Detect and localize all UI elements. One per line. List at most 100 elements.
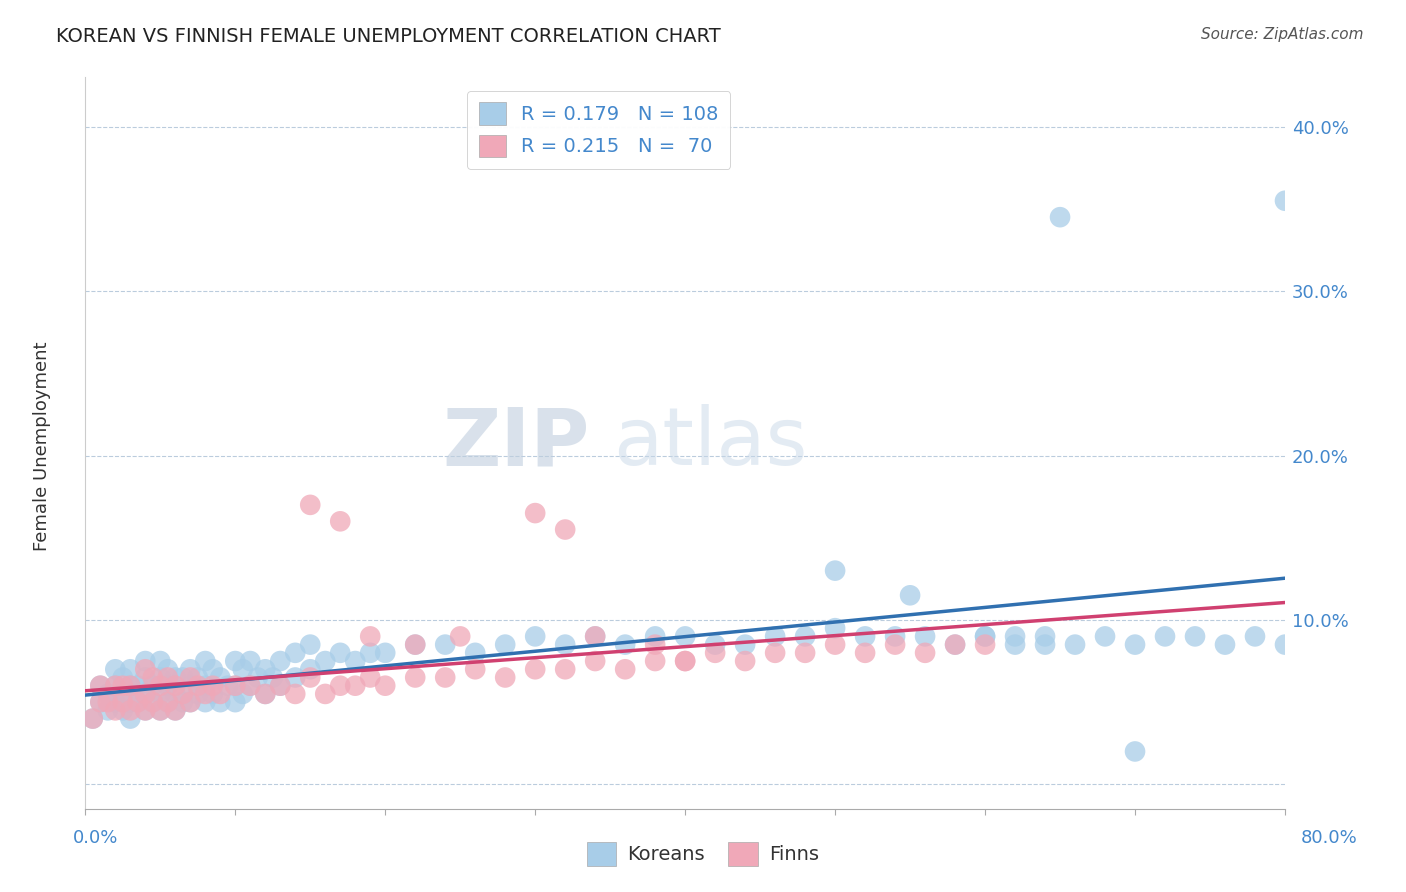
Point (149, 703, 172, 717)
Point (824, 564, 846, 578)
Point (201, 662, 224, 676)
Point (1274, 194, 1296, 208)
Point (156, 671, 179, 685)
Point (239, 654, 262, 668)
Point (134, 703, 156, 717)
Point (974, 629, 997, 643)
Point (673, 629, 696, 643)
Point (554, 638, 576, 652)
Point (224, 679, 246, 693)
Point (156, 695, 179, 709)
Point (239, 679, 262, 693)
Point (1123, 638, 1146, 652)
Point (142, 695, 165, 709)
Point (120, 679, 142, 693)
Point (134, 687, 156, 701)
Point (524, 506, 547, 520)
Point (583, 629, 606, 643)
Point (494, 638, 516, 652)
Point (156, 679, 179, 693)
Point (149, 703, 172, 717)
Point (404, 638, 426, 652)
Text: atlas: atlas (613, 404, 807, 483)
Point (262, 671, 284, 685)
Point (97, 695, 120, 709)
Point (179, 695, 201, 709)
Point (172, 671, 194, 685)
Point (217, 679, 239, 693)
Point (524, 629, 547, 643)
Point (673, 654, 696, 668)
Point (82, 712, 104, 726)
Point (120, 695, 142, 709)
Point (187, 687, 209, 701)
Point (404, 671, 426, 685)
Point (149, 671, 172, 685)
Point (111, 679, 134, 693)
Point (344, 679, 367, 693)
Point (404, 638, 426, 652)
Point (127, 695, 149, 709)
Point (314, 654, 336, 668)
Point (172, 695, 194, 709)
Point (134, 654, 156, 668)
Point (97, 687, 120, 701)
Point (1033, 638, 1056, 652)
Point (794, 646, 817, 660)
Point (269, 679, 291, 693)
Point (449, 629, 471, 643)
Point (1244, 629, 1267, 643)
Point (464, 662, 486, 676)
Point (763, 629, 786, 643)
Point (314, 687, 336, 701)
Point (149, 687, 172, 701)
Point (149, 679, 172, 693)
Point (884, 638, 907, 652)
Point (884, 629, 907, 643)
Point (1004, 638, 1026, 652)
Text: ZIP: ZIP (441, 404, 589, 483)
Point (127, 679, 149, 693)
Legend: Koreans, Finns: Koreans, Finns (579, 834, 827, 873)
Point (104, 695, 127, 709)
Point (704, 638, 727, 652)
Point (1274, 638, 1296, 652)
Point (434, 638, 457, 652)
Point (142, 671, 165, 685)
Point (824, 621, 846, 635)
Point (165, 671, 187, 685)
Point (239, 679, 262, 693)
Point (763, 646, 786, 660)
Point (1004, 629, 1026, 643)
Point (209, 687, 232, 701)
Point (554, 662, 576, 676)
Point (1213, 638, 1236, 652)
Point (149, 654, 172, 668)
Point (172, 687, 194, 701)
Point (583, 629, 606, 643)
Point (194, 695, 217, 709)
Point (734, 638, 756, 652)
Point (120, 712, 142, 726)
Point (299, 638, 322, 652)
Point (120, 703, 142, 717)
Point (644, 654, 666, 668)
Point (284, 687, 307, 701)
Point (142, 679, 165, 693)
Point (89, 695, 111, 709)
Point (269, 679, 291, 693)
Text: 0.0%: 0.0% (73, 829, 118, 847)
Point (187, 671, 209, 685)
Point (224, 695, 246, 709)
Point (142, 695, 165, 709)
Point (246, 671, 269, 685)
Point (224, 654, 246, 668)
Point (1123, 744, 1146, 758)
Point (104, 703, 127, 717)
Point (824, 638, 846, 652)
Point (179, 671, 201, 685)
Text: Female Unemployment: Female Unemployment (34, 342, 51, 550)
Point (89, 679, 111, 693)
Point (179, 679, 201, 693)
Point (284, 646, 307, 660)
